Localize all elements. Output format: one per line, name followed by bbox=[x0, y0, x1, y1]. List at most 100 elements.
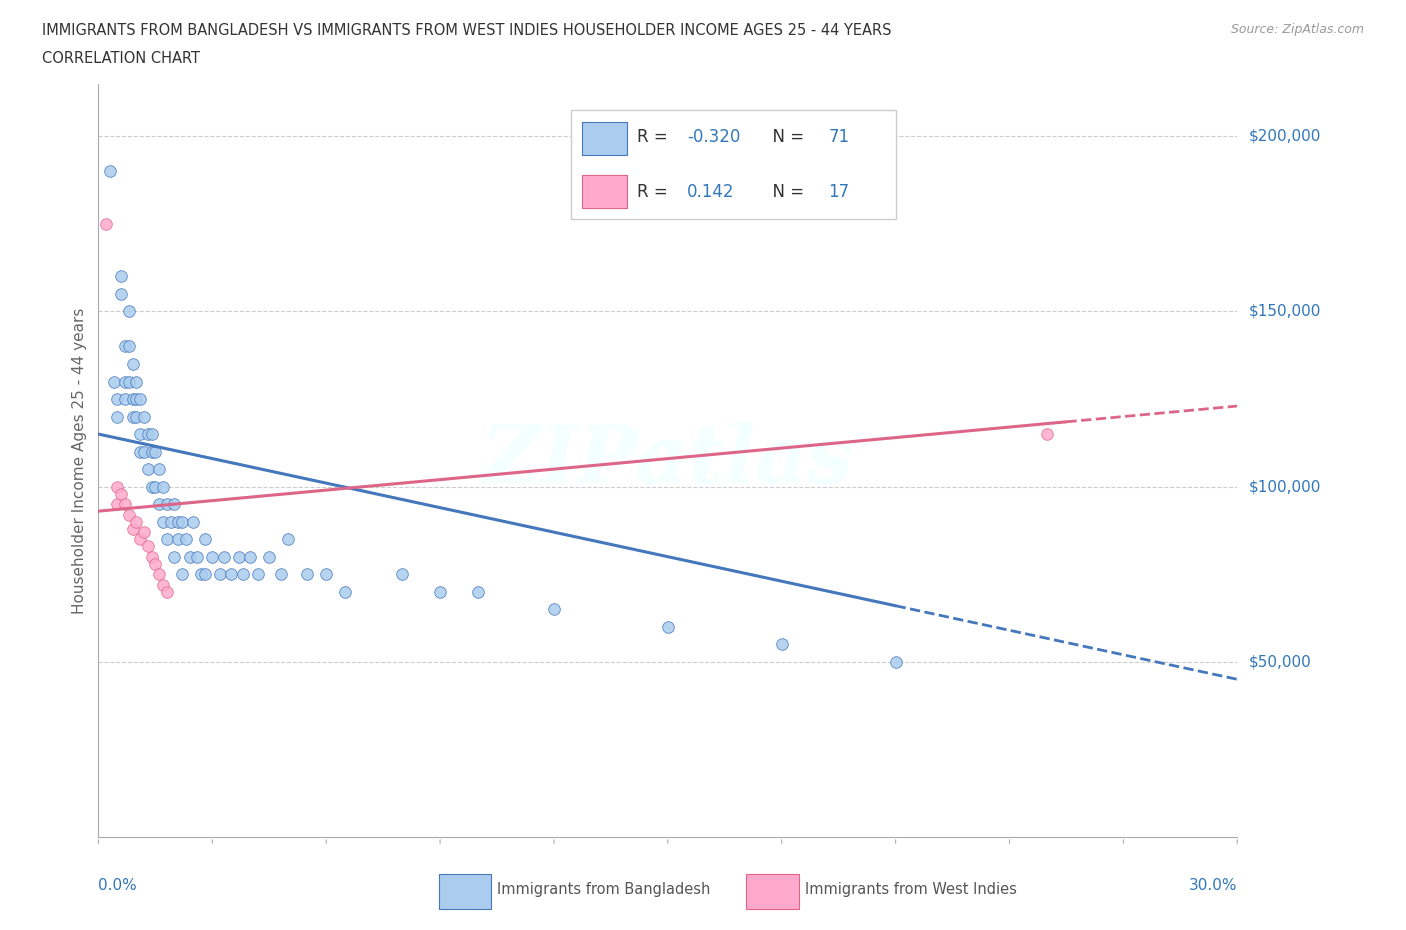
Point bbox=[121, 356, 143, 371]
Point bbox=[391, 566, 413, 581]
Text: 30.0%: 30.0% bbox=[1189, 879, 1237, 894]
Point bbox=[239, 550, 262, 565]
Point bbox=[118, 507, 141, 522]
Point bbox=[145, 445, 167, 459]
Point bbox=[141, 427, 163, 442]
Point bbox=[221, 566, 243, 581]
FancyBboxPatch shape bbox=[571, 110, 896, 219]
Point bbox=[107, 392, 129, 406]
Point bbox=[141, 479, 163, 494]
Point bbox=[129, 532, 152, 547]
Point bbox=[107, 497, 129, 512]
Point bbox=[246, 566, 269, 581]
Point bbox=[118, 304, 141, 319]
Point bbox=[98, 164, 121, 179]
Text: Immigrants from Bangladesh: Immigrants from Bangladesh bbox=[498, 883, 710, 897]
Point bbox=[129, 445, 152, 459]
Text: Source: ZipAtlas.com: Source: ZipAtlas.com bbox=[1230, 23, 1364, 36]
Point bbox=[125, 374, 148, 389]
Text: 0.142: 0.142 bbox=[688, 183, 735, 201]
Point bbox=[297, 566, 319, 581]
Point bbox=[132, 409, 155, 424]
Point bbox=[277, 532, 299, 547]
Point bbox=[148, 461, 170, 476]
Point bbox=[110, 286, 132, 301]
FancyBboxPatch shape bbox=[747, 874, 799, 909]
Point bbox=[114, 374, 136, 389]
Point bbox=[186, 550, 208, 565]
Point bbox=[884, 655, 907, 670]
Point bbox=[429, 584, 451, 599]
Point bbox=[156, 584, 179, 599]
Point bbox=[467, 584, 489, 599]
Point bbox=[657, 619, 679, 634]
Point bbox=[156, 497, 179, 512]
Text: N =: N = bbox=[762, 128, 810, 146]
Text: $150,000: $150,000 bbox=[1249, 304, 1320, 319]
FancyBboxPatch shape bbox=[439, 874, 491, 909]
Point bbox=[163, 550, 186, 565]
Text: $50,000: $50,000 bbox=[1249, 655, 1312, 670]
Point bbox=[179, 550, 201, 565]
Point bbox=[121, 521, 143, 536]
Y-axis label: Householder Income Ages 25 - 44 years: Householder Income Ages 25 - 44 years bbox=[72, 307, 87, 614]
Text: 0.0%: 0.0% bbox=[98, 879, 138, 894]
Point bbox=[159, 514, 181, 529]
Point bbox=[156, 532, 179, 547]
Point bbox=[194, 566, 217, 581]
Point bbox=[228, 550, 250, 565]
Point bbox=[107, 479, 129, 494]
Point bbox=[145, 556, 167, 571]
Point bbox=[208, 566, 231, 581]
Point bbox=[259, 550, 281, 565]
Text: R =: R = bbox=[637, 128, 673, 146]
Point bbox=[121, 409, 143, 424]
Point bbox=[136, 427, 159, 442]
Point bbox=[315, 566, 337, 581]
Text: Immigrants from West Indies: Immigrants from West Indies bbox=[804, 883, 1017, 897]
Point bbox=[232, 566, 254, 581]
Point bbox=[110, 269, 132, 284]
Text: CORRELATION CHART: CORRELATION CHART bbox=[42, 51, 200, 66]
Point bbox=[114, 339, 136, 354]
Point bbox=[121, 392, 143, 406]
Text: 17: 17 bbox=[828, 183, 849, 201]
Point bbox=[543, 602, 565, 617]
Text: -0.320: -0.320 bbox=[688, 128, 741, 146]
Point bbox=[152, 578, 174, 592]
Point bbox=[132, 445, 155, 459]
Point bbox=[148, 566, 170, 581]
Point bbox=[94, 217, 117, 232]
Point bbox=[141, 445, 163, 459]
Point bbox=[148, 497, 170, 512]
Point bbox=[132, 525, 155, 539]
Point bbox=[118, 374, 141, 389]
Point bbox=[152, 479, 174, 494]
Point bbox=[170, 514, 193, 529]
Point bbox=[114, 497, 136, 512]
Point bbox=[125, 409, 148, 424]
Point bbox=[163, 497, 186, 512]
Text: R =: R = bbox=[637, 183, 678, 201]
FancyBboxPatch shape bbox=[582, 122, 627, 155]
Point bbox=[145, 479, 167, 494]
Point bbox=[201, 550, 224, 565]
Text: $100,000: $100,000 bbox=[1249, 479, 1320, 494]
Point bbox=[167, 514, 190, 529]
Point bbox=[174, 532, 197, 547]
Point bbox=[141, 550, 163, 565]
Point bbox=[170, 566, 193, 581]
Point bbox=[167, 532, 190, 547]
Point bbox=[136, 461, 159, 476]
Point bbox=[152, 514, 174, 529]
Point bbox=[212, 550, 235, 565]
Point bbox=[107, 409, 129, 424]
Point bbox=[118, 339, 141, 354]
Point bbox=[770, 637, 793, 652]
Text: $200,000: $200,000 bbox=[1249, 128, 1320, 144]
Point bbox=[335, 584, 357, 599]
Point bbox=[114, 392, 136, 406]
Point bbox=[129, 392, 152, 406]
Point bbox=[110, 486, 132, 501]
Text: N =: N = bbox=[762, 183, 810, 201]
